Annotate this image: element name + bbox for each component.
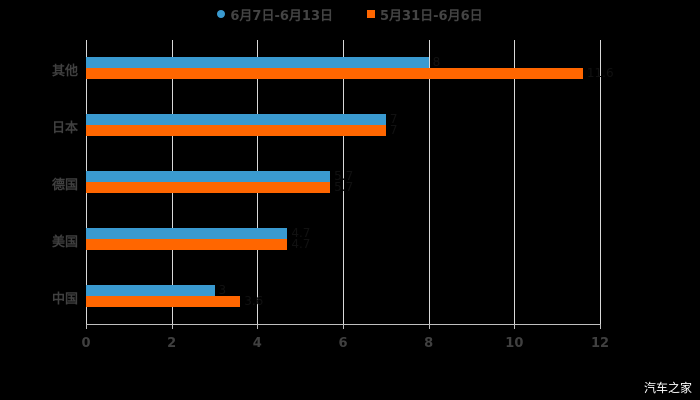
- axis-tick: [600, 324, 601, 329]
- category-label: 其他: [51, 64, 78, 80]
- legend-label-series-1: 6月7日-6月13日: [230, 8, 333, 24]
- axis-tick: [428, 324, 430, 329]
- gridline: [428, 40, 430, 324]
- series-2-swatch-icon: [367, 10, 375, 18]
- x-tick-label: 12: [590, 336, 610, 351]
- category-label: 日本: [51, 121, 78, 137]
- legend-item-series-2[interactable]: 5月31日-6月6日: [367, 5, 483, 24]
- data-value-label: 3: [218, 282, 227, 297]
- data-value-label: 5.7: [334, 180, 354, 194]
- x-tick-label: 6: [338, 336, 348, 351]
- data-value-label: 7: [389, 112, 398, 127]
- data-value-label: 5.7: [334, 169, 354, 183]
- x-tick-label: 0: [81, 336, 91, 351]
- bar-series-2[interactable]: [86, 125, 386, 137]
- series-1-swatch-icon: [217, 10, 226, 18]
- gridline: [514, 40, 516, 324]
- data-value-label: 7: [389, 123, 398, 138]
- bar-series-2[interactable]: [86, 182, 331, 193]
- gridline: [600, 40, 601, 324]
- x-tick-label: 4: [252, 336, 262, 351]
- x-axis-line: [86, 324, 600, 325]
- x-tick-label: 10: [505, 336, 524, 351]
- data-value-label: 4.7: [291, 236, 311, 251]
- category-label: 中国: [51, 291, 78, 307]
- data-value-label: 8: [432, 55, 441, 70]
- data-value-label: 3.6: [244, 293, 264, 308]
- watermark: 汽车之家: [643, 381, 692, 395]
- axis-tick: [343, 324, 344, 329]
- x-tick-label: 2: [167, 336, 177, 351]
- legend-item-series-1[interactable]: 6月7日-6月13日: [217, 5, 333, 24]
- axis-tick: [257, 324, 259, 329]
- legend-label-series-2: 5月31日-6月6日: [380, 8, 483, 24]
- data-value-label: 11.6: [586, 66, 614, 81]
- bar-series-2[interactable]: [86, 238, 288, 250]
- category-label: 美国: [51, 234, 78, 250]
- chart-legend: 6月7日-6月13日 5月31日-6月6日: [0, 4, 700, 24]
- data-value-label: 4.7: [291, 225, 311, 240]
- bar-series-1[interactable]: [86, 57, 429, 69]
- axis-tick: [86, 324, 87, 329]
- gridline: [343, 40, 344, 324]
- bar-series-2[interactable]: [86, 295, 241, 307]
- bar-series-1[interactable]: [86, 114, 386, 126]
- category-label: 德国: [51, 178, 78, 193]
- x-tick-label: 8: [424, 336, 434, 351]
- bar-series-1[interactable]: [86, 227, 288, 239]
- bar-series-2[interactable]: [86, 68, 583, 80]
- axis-tick: [514, 324, 516, 329]
- plot-area: 8 11.6 7 7 5.7 5.7 4.7 4.7 3 3.6: [86, 40, 614, 329]
- axis-tick: [171, 324, 173, 329]
- bar-series-1[interactable]: [86, 284, 215, 296]
- bar-series-1[interactable]: [86, 171, 331, 182]
